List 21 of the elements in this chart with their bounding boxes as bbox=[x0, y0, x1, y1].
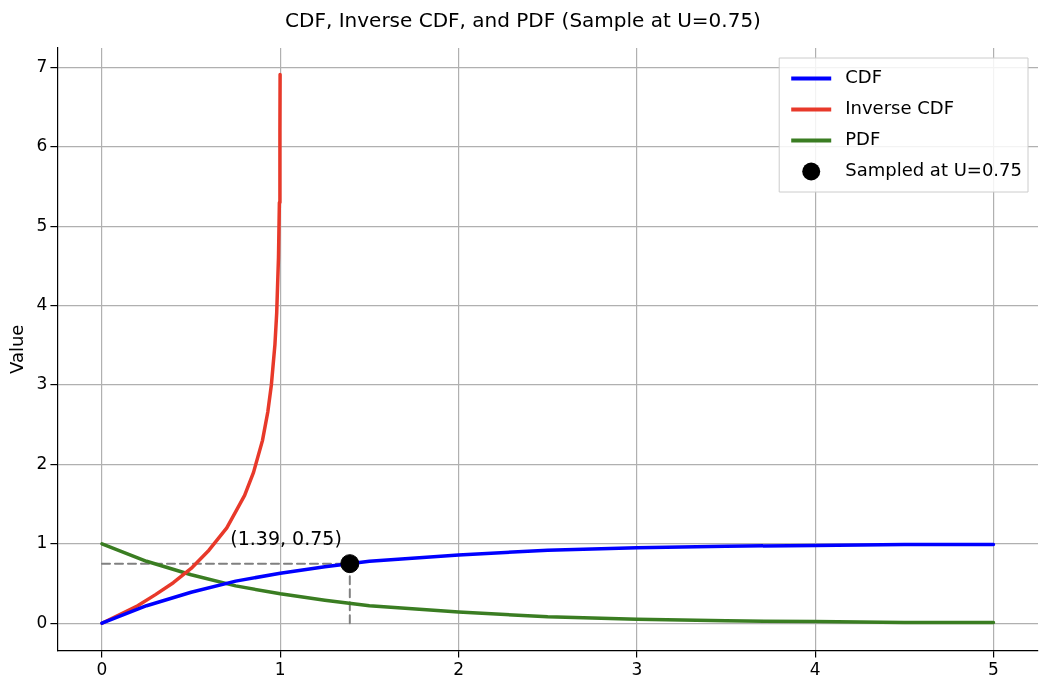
y-tick-label: 1 bbox=[36, 532, 48, 553]
y-tick-label: 3 bbox=[36, 373, 48, 394]
x-tick-label: 3 bbox=[631, 659, 643, 680]
y-tick-label: 5 bbox=[36, 214, 48, 235]
y-tick-label: 2 bbox=[36, 452, 48, 473]
legend-label: CDF bbox=[845, 66, 883, 88]
legend-label: Sampled at U=0.75 bbox=[845, 159, 1023, 181]
legend-label: PDF bbox=[845, 128, 881, 150]
x-tick-label: 4 bbox=[809, 659, 821, 680]
x-tick-label: 0 bbox=[96, 659, 108, 680]
annotation: (1.39, 0.75) bbox=[230, 527, 342, 550]
x-tick-label: 5 bbox=[988, 659, 999, 680]
x-tick-label: 1 bbox=[274, 659, 286, 680]
chart-title: CDF, Inverse CDF, and PDF (Sample at U=0.75) bbox=[285, 8, 761, 33]
y-axis-title: Value bbox=[6, 324, 28, 375]
y-tick-label: 6 bbox=[36, 135, 48, 156]
legend-label: Inverse CDF bbox=[845, 97, 955, 119]
y-tick-label: 4 bbox=[36, 294, 48, 315]
y-tick-label: 0 bbox=[36, 611, 48, 632]
y-tick-label: 7 bbox=[36, 55, 48, 76]
x-tick-label: 2 bbox=[453, 659, 464, 680]
